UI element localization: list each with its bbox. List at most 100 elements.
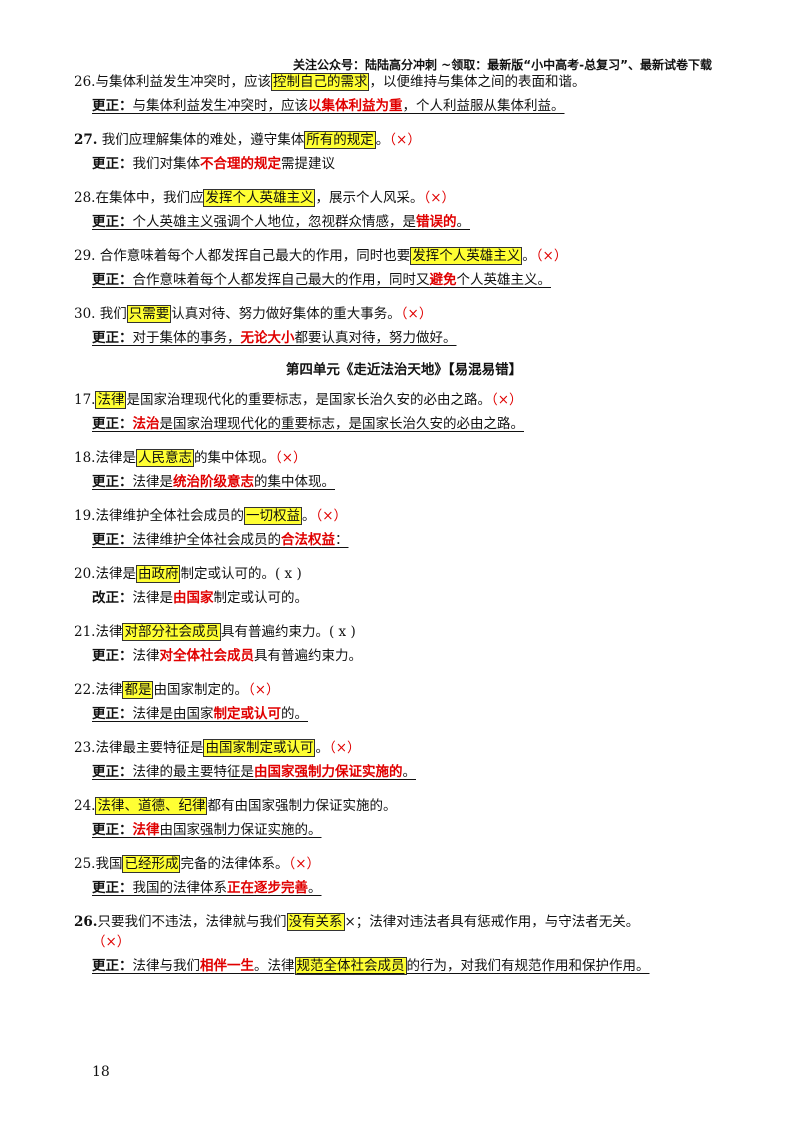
- question-text: 。: [315, 740, 329, 756]
- correction-key: 统治阶级意志: [173, 474, 254, 490]
- highlighted-error: 法律、道德、纪律: [95, 797, 208, 815]
- correction-text: 法律: [132, 648, 160, 664]
- question-text: 21.法律: [74, 624, 123, 640]
- correction-text: 我们对集体: [132, 156, 201, 172]
- correction-text: 的集中体现。: [254, 474, 335, 490]
- correction-text: 合作意味着每个人都发挥自己最大的作用，同时又: [132, 272, 430, 288]
- correction-text: 法律是由国家: [132, 706, 214, 722]
- correction-text: 法律与我们: [132, 958, 201, 974]
- correction-text: 的。: [281, 706, 308, 722]
- wrong-mark: （×）: [328, 740, 361, 756]
- correction-label: 更正：: [92, 532, 133, 548]
- highlighted-error: 一切权益: [243, 507, 302, 525]
- question-28: 28.在集体中，我们应 发挥个人英雄主义 ，展示个人风采。（×）: [74, 188, 734, 208]
- wrong-mark: ( x ): [328, 624, 356, 640]
- wrong-mark: （×）: [288, 856, 321, 872]
- highlighted-error: 只需要: [126, 305, 172, 323]
- wrong-mark: （×）: [92, 934, 131, 950]
- correction-label: 更正：: [92, 880, 133, 896]
- wrong-mark: （×）: [274, 450, 307, 466]
- highlighted-error: 人民意志: [135, 449, 194, 467]
- correction-key: 由国家: [173, 590, 214, 606]
- question-text: 都有由国家强制力保证实施的。: [207, 798, 397, 814]
- correction-text: 法律维护全体社会成员的: [132, 532, 282, 548]
- correction-19: 更正：法律维护全体社会成员的合法权益：: [92, 530, 734, 550]
- highlighted-error: 都是: [122, 681, 154, 699]
- correction-text: 由国家强制力保证实施的。: [159, 822, 322, 838]
- question-number: 27.: [74, 132, 98, 148]
- correction-label: 更正：: [92, 214, 133, 230]
- question-text: 是国家治理现代化的重要标志，是国家长治久安的必由之路。: [126, 392, 491, 408]
- question-19: 19.法律维护全体社会成员的 一切权益 。（×）: [74, 506, 734, 526]
- correction-23: 更正：法律的最主要特征是由国家强制力保证实施的。: [92, 762, 734, 782]
- correction-text: 需提建议: [281, 156, 335, 172]
- correction-text: 制定或认可的。: [213, 590, 309, 606]
- document-body: 26.与集体利益发生冲突时，应该 控制自己的需求 ，以便维持与集体之间的表面和谐。 …: [74, 72, 734, 976]
- correction-text: 法律的最主要特征是: [132, 764, 255, 780]
- question-27: 27. 我们应理解集体的难处，遵守集体 所有的规定 。（×）: [74, 130, 734, 150]
- correction-text: ：: [335, 532, 349, 548]
- wrong-mark: （×）: [423, 190, 456, 206]
- question-text: 。: [301, 508, 316, 524]
- correction-21: 更正：法律对全体社会成员具有普遍约束力。: [92, 646, 734, 666]
- correction-30: 更正：对于集体的事务，无论大小都要认真对待，努力做好。: [92, 328, 734, 348]
- question-text: 17.: [74, 392, 96, 408]
- question-text: 19.法律维护全体社会成员的: [74, 508, 244, 524]
- correction-text: 。: [402, 764, 417, 780]
- question-text: 26.与集体利益发生冲突时，应该: [74, 74, 271, 90]
- correction-label: 更正：: [92, 648, 133, 664]
- highlighted-error: 法律: [95, 391, 127, 409]
- question-text: 18.法律是: [74, 450, 136, 466]
- wrong-mark: （×）: [535, 248, 568, 264]
- correction-22: 更正：法律是由国家制定或认可的。: [92, 704, 734, 724]
- highlighted-error: 对部分社会成员: [122, 623, 221, 641]
- question-text: 完备的法律体系。: [180, 856, 289, 872]
- correction-text: 与集体利益发生冲突时，应该: [132, 98, 309, 114]
- wrong-mark: （×）: [389, 132, 421, 148]
- correction-26b: 更正：法律与我们相伴一生。法律 规范全体社会成员 的行为，对我们有规范作用和保护作用…: [92, 956, 734, 976]
- question-text: 认真对待、努力做好集体的重大事务。: [171, 306, 401, 322]
- correction-label: 更正：: [92, 764, 133, 780]
- correction-label: 更正：: [92, 272, 133, 288]
- question-21: 21.法律 对部分社会成员 具有普遍约束力。( x ): [74, 622, 734, 642]
- correction-20: 改正：法律是由国家制定或认可的。: [92, 588, 734, 608]
- correction-label: 更正：: [92, 416, 133, 432]
- question-number: 26.: [74, 914, 98, 930]
- correction-25: 更正：我国的法律体系正在逐步完善。: [92, 878, 734, 898]
- correction-text: 的行为，对我们有规范作用和保护作用。: [406, 958, 650, 974]
- correction-key: 相伴一生: [200, 958, 254, 974]
- correction-text: 个人英雄主义强调个人地位，忽视群众情感，是: [132, 214, 417, 230]
- correction-key: 以集体利益为重: [308, 98, 403, 114]
- question-26b: 26.只要我们不违法，法律就与我们 没有关系 ×；法律对违法者具有惩戒作用，与守法者…: [74, 912, 734, 932]
- correction-text: 法律是: [132, 474, 174, 490]
- highlighted-error: 已经形成: [122, 855, 181, 873]
- correction-label: 改正：: [92, 590, 133, 606]
- highlighted-error: 发挥个人英雄主义: [410, 247, 523, 265]
- correction-key: 法律: [132, 822, 160, 838]
- question-text: 。: [522, 248, 536, 264]
- highlighted-error: 没有关系: [286, 913, 345, 931]
- wrong-mark: （×）: [247, 682, 280, 698]
- correction-24: 更正：法律由国家强制力保证实施的。: [92, 820, 734, 840]
- correction-key: 由国家强制力保证实施的: [254, 764, 403, 780]
- correction-key: 合法权益: [281, 532, 335, 548]
- correction-28: 更正：个人英雄主义强调个人地位，忽视群众情感，是错误的。: [92, 212, 734, 232]
- question-29: 29. 合作意味着每个人都发挥自己最大的作用，同时也要 发挥个人英雄主义 。（×）: [74, 246, 734, 266]
- correction-key: 避免: [429, 272, 457, 288]
- section-title: 第四单元《走近法治天地》【易混易错】: [285, 362, 523, 378]
- question-text: 23.法律最主要特征是: [74, 740, 204, 756]
- correction-text: 具有普遍约束力。: [254, 648, 362, 664]
- highlighted-error: 由政府: [135, 565, 181, 583]
- question-text: 30. 我们: [74, 306, 127, 322]
- correction-key: 错误的: [416, 214, 457, 230]
- correction-27: 更正：我们对集体不合理的规定需提建议: [92, 154, 734, 174]
- question-26a: 26.与集体利益发生冲突时，应该 控制自己的需求 ，以便维持与集体之间的表面和谐。: [74, 72, 734, 92]
- correction-label: 更正：: [92, 98, 133, 114]
- wrong-mark: （×）: [490, 392, 523, 408]
- question-text: 由国家制定的。: [153, 682, 248, 698]
- question-text: 我们应理解集体的难处，遵守集体: [97, 132, 305, 148]
- correction-text: 都要认真对待，努力做好。: [294, 330, 457, 346]
- correction-label: 更正：: [92, 330, 133, 346]
- correction-17: 更正：法治是国家治理现代化的重要标志，是国家长治久安的必由之路。: [92, 414, 734, 434]
- correction-18: 更正：法律是统治阶级意志的集中体现。: [92, 472, 734, 492]
